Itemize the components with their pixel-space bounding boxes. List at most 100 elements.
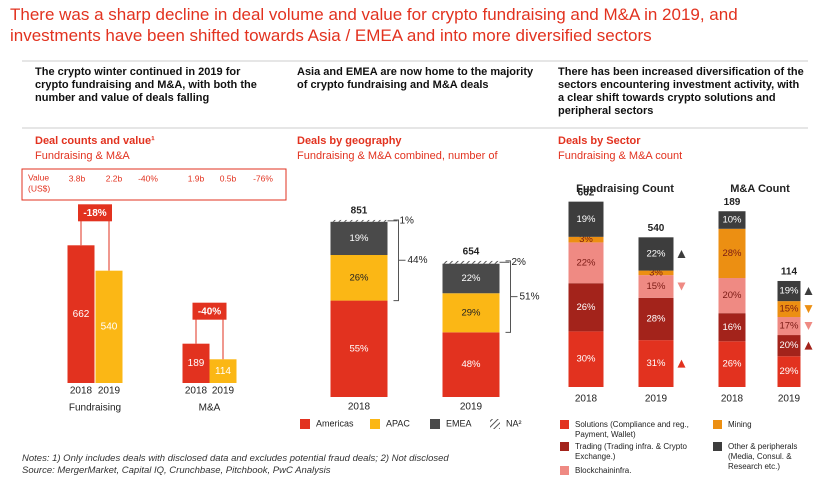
- value-item: -76%: [253, 173, 273, 183]
- segment-label: 22%: [646, 248, 666, 259]
- legend-swatch: [713, 420, 722, 429]
- bar-segment: [568, 242, 604, 284]
- change-box: [192, 302, 227, 320]
- segment-label: 1%: [400, 215, 415, 226]
- trend-arrow: [677, 249, 686, 258]
- x-tick-label: 2019: [98, 386, 121, 397]
- value-item: 1.9b: [188, 173, 205, 183]
- legend-swatch: [560, 466, 569, 475]
- x-tick-label: 2019: [645, 394, 668, 405]
- bar-total: 114: [781, 267, 798, 278]
- value-box: [21, 168, 287, 201]
- bar-segment: [330, 219, 388, 222]
- bar-segment: [777, 280, 801, 302]
- legend-swatch: [713, 442, 722, 451]
- bar-segment: [718, 211, 746, 229]
- bar-segment: [638, 340, 674, 387]
- bar-segment: [442, 332, 500, 397]
- column-heading: The crypto winter continued in 2019 for …: [35, 66, 257, 104]
- x-tick-label: 2019: [460, 402, 483, 413]
- group-label: Fundraising: [69, 403, 121, 414]
- segment-label: 30%: [576, 354, 596, 365]
- bar-label: 189: [188, 358, 205, 369]
- segment-label: 20%: [722, 290, 742, 301]
- legend-label: Trading (Trading infra. & Crypto Exchang…: [575, 442, 687, 461]
- group-label: M&A: [199, 403, 221, 414]
- segment-label: 48%: [461, 359, 481, 370]
- segment-label: 19%: [349, 233, 369, 244]
- segment-label: 2%: [512, 257, 527, 268]
- bar-segment: [777, 356, 801, 387]
- legend-label: Americas: [316, 418, 354, 428]
- change-label: -40%: [198, 306, 221, 317]
- bar-label: 114: [215, 366, 231, 377]
- bar-segment: [330, 255, 388, 301]
- bracket: [393, 219, 399, 302]
- trend-arrow: [804, 287, 813, 296]
- source: Source: MergerMarket, Capital IQ, Crunch…: [22, 465, 331, 476]
- legend-label: Mining: [728, 420, 752, 429]
- group-title: M&A Count: [730, 183, 790, 195]
- segment-label: 19%: [779, 286, 799, 297]
- legend-swatch: [370, 419, 380, 429]
- bracket-label: 44%: [408, 255, 428, 266]
- group-title: Fundraising Count: [576, 183, 674, 195]
- chart-title: Deals by Sector: [558, 135, 641, 147]
- legend-label: NA²: [506, 418, 522, 428]
- bar-segment: [442, 260, 500, 264]
- change-label: -18%: [83, 208, 106, 219]
- segment-label: 19%: [576, 214, 596, 225]
- bar-segment: [568, 201, 604, 237]
- bar: [182, 343, 210, 383]
- trend-arrow: [804, 322, 813, 331]
- segment-label: 55%: [349, 343, 369, 354]
- legend-swatch: [560, 420, 569, 429]
- legend-swatch: [430, 419, 440, 429]
- value-label: Value: [28, 172, 49, 182]
- segment-label: 22%: [461, 273, 481, 284]
- segment-label: 17%: [779, 321, 799, 332]
- segment-label: 20%: [779, 340, 799, 351]
- bar-segment: [442, 263, 500, 294]
- x-tick-label: 2019: [778, 394, 801, 405]
- chart-subtitle: Fundraising & M&A combined, number of: [297, 150, 498, 162]
- value-item: -40%: [138, 173, 158, 183]
- segment-label: 29%: [779, 366, 799, 377]
- legend-swatch: [560, 442, 569, 451]
- segment-label: 28%: [722, 248, 742, 259]
- value-item: 3.8b: [69, 173, 86, 183]
- x-tick-label: 2018: [348, 402, 371, 413]
- x-tick-label: 2018: [185, 386, 208, 397]
- bar-segment: [638, 275, 674, 298]
- segment-label: 3%: [649, 267, 663, 278]
- x-tick-label: 2018: [721, 394, 744, 405]
- chart-subtitle: Fundraising & M&A: [35, 150, 130, 162]
- value-label: (US$): [28, 183, 50, 193]
- bar-label: 540: [101, 321, 118, 332]
- bar-segment: [777, 335, 801, 357]
- bar: [209, 359, 237, 383]
- trend-arrow: [677, 359, 686, 368]
- x-tick-label: 2018: [575, 394, 598, 405]
- bar-segment: [638, 270, 674, 276]
- column-heading: There has been increased diversification…: [558, 66, 804, 117]
- bar-segment: [442, 293, 500, 333]
- bar-segment: [638, 297, 674, 341]
- legend-label: Solutions (Compliance and reg., Payment,…: [575, 420, 689, 439]
- bar: [95, 270, 123, 383]
- bar-label: 662: [73, 309, 90, 320]
- segment-label: 31%: [646, 358, 666, 369]
- value-item: 0.5b: [220, 173, 237, 183]
- segment-label: 26%: [576, 302, 596, 313]
- bracket-label: 51%: [520, 291, 540, 302]
- segment-label: 26%: [349, 272, 369, 283]
- bracket: [505, 260, 511, 333]
- segment-label: 15%: [779, 304, 799, 315]
- bar-segment: [330, 300, 388, 397]
- segment-label: 26%: [722, 359, 742, 370]
- notes: Notes: 1) Only includes deals with discl…: [22, 453, 449, 464]
- bar-total: 851: [351, 206, 368, 217]
- legend-swatch: [490, 419, 500, 429]
- trend-arrow: [804, 341, 813, 350]
- bar-segment: [330, 221, 388, 256]
